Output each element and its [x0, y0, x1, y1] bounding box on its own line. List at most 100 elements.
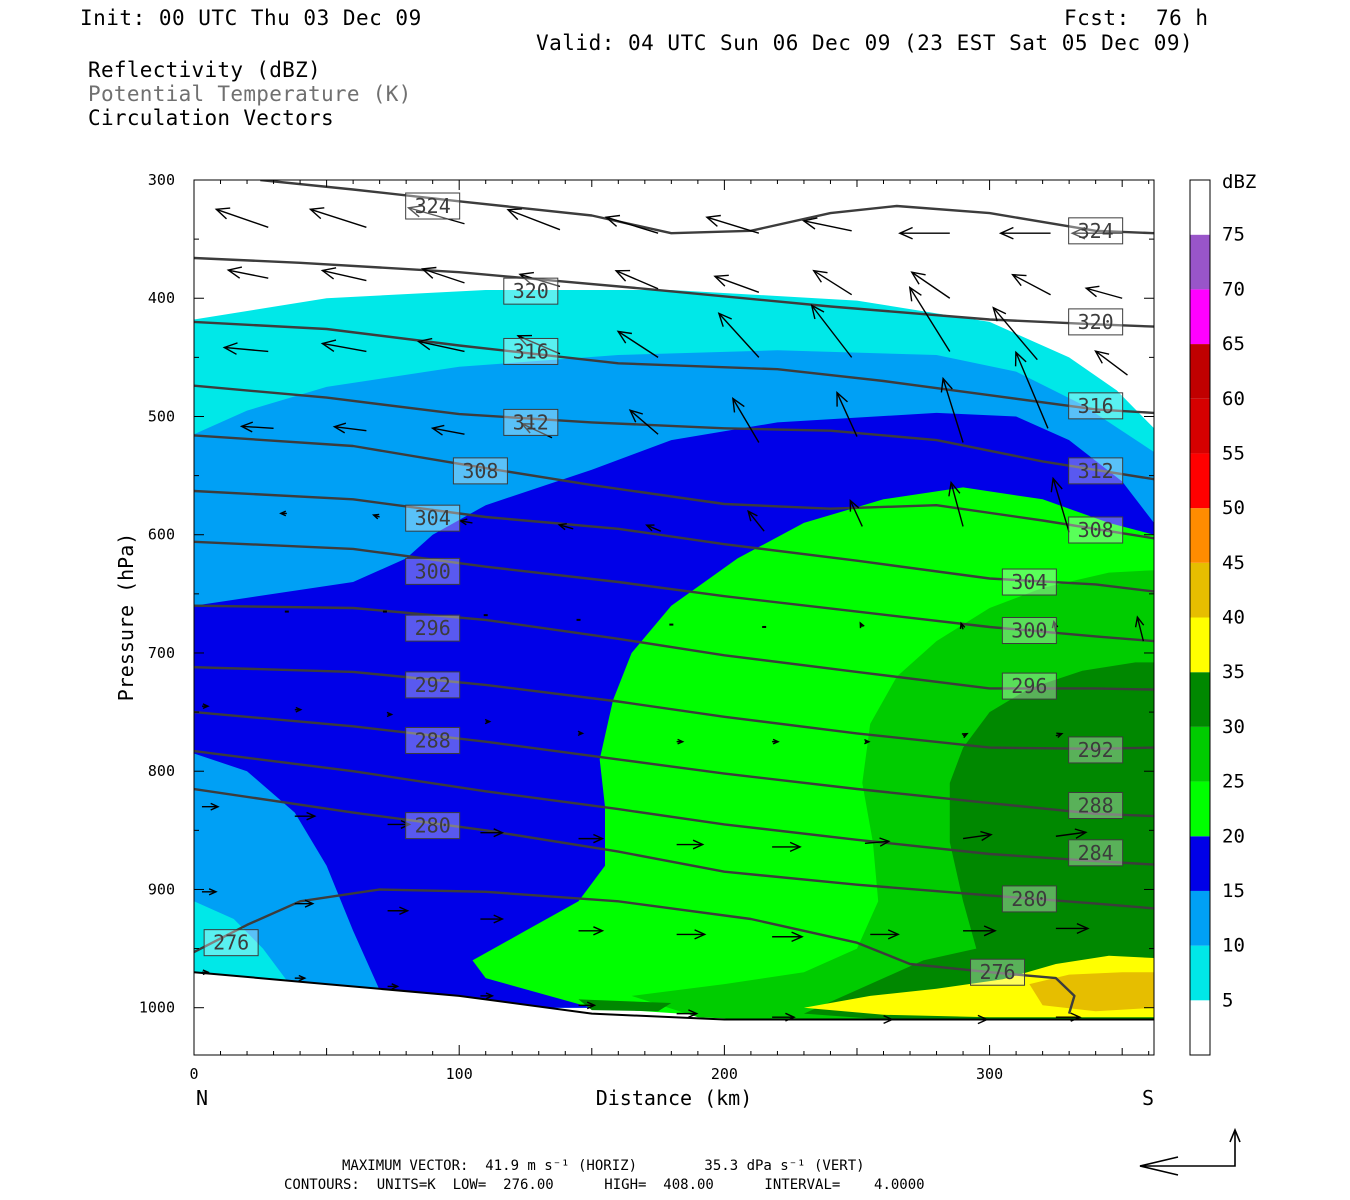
circulation-vector	[859, 621, 865, 629]
x-tick-label: 0	[189, 1065, 198, 1083]
theta-contour-316	[194, 320, 1154, 415]
y-axis-label: Pressure (hPa)	[114, 533, 138, 702]
contour-label: 300	[1001, 617, 1057, 645]
circulation-vector	[604, 214, 659, 234]
circulation-vector	[332, 422, 367, 434]
theta-contour-284	[194, 749, 1154, 866]
circulation-vector	[645, 524, 662, 532]
circulation-vector	[1070, 226, 1123, 240]
circulation-vector	[214, 207, 269, 228]
contour-label: 292	[405, 671, 461, 699]
contour-label: 324	[405, 192, 461, 220]
colorbar-swatch	[1190, 508, 1210, 563]
svg-text:280: 280	[1011, 887, 1047, 911]
circulation-vector	[705, 214, 760, 234]
circulation-vector	[772, 931, 804, 943]
contour-label: 292	[1068, 736, 1124, 764]
colorbar-label: 55	[1222, 442, 1245, 464]
svg-text:276: 276	[213, 931, 249, 955]
colorbar-swatch	[1190, 617, 1210, 673]
circulation-vector	[239, 421, 274, 433]
circulation-vector	[870, 1015, 894, 1025]
legend-potential-temperature: Potential Temperature (K)	[88, 82, 412, 106]
circulation-vector	[406, 205, 465, 225]
circulation-vector	[1011, 273, 1051, 296]
circulation-vector	[279, 510, 287, 517]
circulation-vector	[810, 304, 853, 358]
theta-contour-280	[194, 787, 1154, 910]
circulation-vector	[1055, 922, 1090, 935]
circulation-vector	[898, 226, 950, 240]
contour-label: 276	[970, 958, 1026, 986]
circulation-vector	[518, 271, 561, 288]
contour-label: 304	[1001, 568, 1057, 596]
circulation-vector	[1134, 615, 1145, 642]
circulation-vector	[226, 266, 269, 279]
svg-text:296: 296	[1011, 674, 1047, 698]
svg-text:312: 312	[513, 410, 549, 434]
contour-label: 280	[1001, 885, 1057, 913]
circulation-vector	[557, 523, 574, 531]
y-tick-label: 1000	[139, 999, 175, 1017]
theta-contour-304	[194, 489, 1154, 593]
circulation-vector	[577, 730, 585, 737]
circulation-vector	[458, 518, 473, 526]
circulation-vector	[1055, 828, 1088, 839]
circulation-vector	[201, 888, 218, 896]
svg-text:300: 300	[1011, 619, 1047, 643]
colorbar: 5 10 15 20 25 30 35 40 45 50 55 60 65 70 75 dBZ	[1189, 171, 1256, 1056]
colorbar-unit: dBZ	[1222, 171, 1256, 193]
circulation-vector	[676, 1009, 699, 1018]
colorbar-label: 5	[1222, 989, 1233, 1011]
circulation-vector	[201, 969, 210, 976]
circulation-vector	[864, 837, 891, 847]
colorbar-label: 45	[1222, 552, 1245, 574]
svg-text:308: 308	[1078, 518, 1114, 542]
circulation-vector	[294, 706, 303, 713]
svg-text:308: 308	[462, 459, 498, 483]
contour-label: 288	[405, 726, 461, 754]
circulation-vector	[294, 899, 315, 908]
svg-text:304: 304	[1011, 570, 1047, 594]
circulation-vector	[961, 732, 969, 739]
theta-contour-292	[194, 666, 1154, 750]
circulation-vector	[870, 929, 900, 940]
theta-contour-320	[194, 256, 1154, 328]
reflectivity-region-30	[803, 662, 1154, 1020]
contour-label: 316	[503, 337, 559, 365]
contour-label: 308	[452, 457, 508, 485]
theta-contour-276	[194, 888, 1076, 1014]
colorbar-label: 75	[1222, 224, 1245, 246]
circulation-vector	[387, 983, 400, 990]
legend-circulation-vectors: Circulation Vectors	[88, 106, 334, 130]
reference-vector	[1139, 1127, 1241, 1176]
circulation-vectors	[201, 205, 1145, 1025]
colorbar-label: 35	[1222, 661, 1245, 683]
valid-time-label: Valid: 04 UTC Sun 06 Dec 09 (23 EST Sat …	[536, 31, 1194, 55]
y-tick-label: 400	[148, 289, 175, 307]
circulation-vector	[1014, 350, 1049, 429]
circulation-vector	[908, 286, 951, 352]
contour-label: 296	[405, 614, 461, 642]
contour-label: 276	[203, 929, 259, 957]
svg-text:292: 292	[1078, 738, 1114, 762]
circulation-vector	[416, 337, 465, 353]
colorbar-label: 15	[1222, 880, 1245, 902]
contours-info-label: CONTOURS: UNITS=K LOW= 276.00 HIGH= 408.…	[284, 1177, 925, 1193]
circulation-vector	[963, 1014, 989, 1025]
colorbar-swatch	[1190, 453, 1210, 509]
circulation-vector	[201, 703, 210, 710]
contour-label: 308	[1068, 516, 1124, 544]
forecast-hour-label: Fcst: 76 h	[1064, 6, 1209, 30]
contour-label: 312	[1068, 457, 1124, 485]
circulation-vector	[1055, 1012, 1082, 1022]
svg-text:312: 312	[1078, 459, 1114, 483]
circulation-vector	[387, 906, 410, 916]
svg-text:320: 320	[1078, 310, 1114, 334]
colorbar-swatch	[1190, 180, 1210, 235]
circulation-vector	[1055, 732, 1064, 739]
circulation-vector	[371, 513, 380, 520]
svg-text:280: 280	[415, 814, 451, 838]
svg-text:292: 292	[415, 673, 451, 697]
